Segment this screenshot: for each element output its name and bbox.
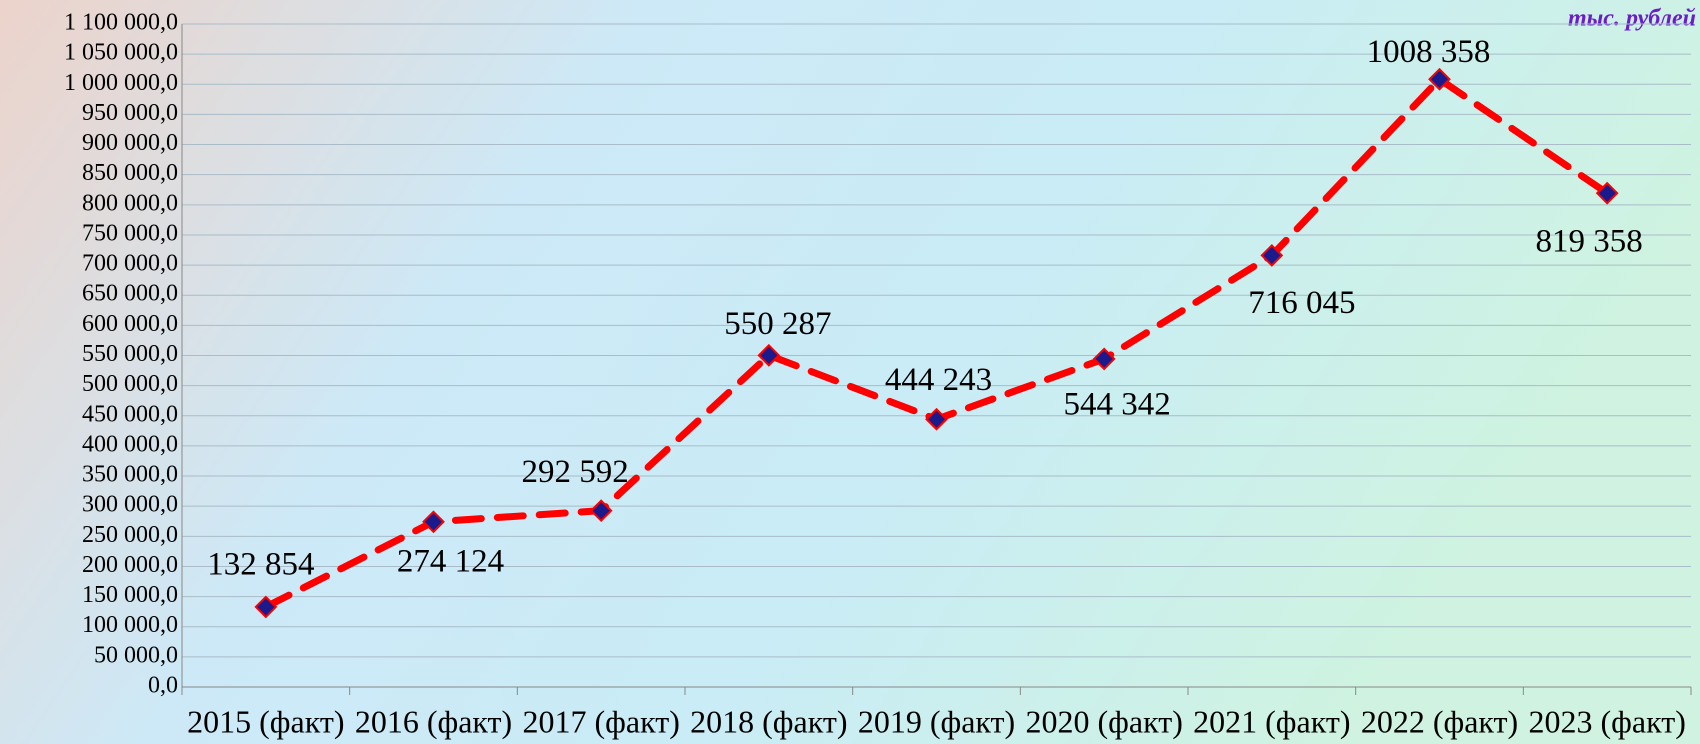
y-tick-label: 750 000,0 [82, 220, 178, 246]
y-tick-label: 550 000,0 [82, 341, 178, 367]
y-tick-label: 900 000,0 [82, 130, 178, 156]
unit-annotation: тыс. рублей [1568, 6, 1696, 32]
data-label: 819 358 [1536, 224, 1643, 260]
y-tick-label: 300 000,0 [82, 492, 178, 518]
data-label: 1008 358 [1367, 34, 1491, 70]
y-tick-label: 450 000,0 [82, 401, 178, 427]
marker [757, 343, 781, 367]
y-tick-label: 1 100 000,0 [64, 10, 178, 36]
x-tick-label: 2022 (факт) [1361, 703, 1518, 739]
data-label: 716 045 [1248, 285, 1355, 321]
y-tick-label: 250 000,0 [82, 522, 178, 548]
marker [1260, 244, 1284, 267]
data-label: 132 854 [207, 547, 314, 583]
x-tick-label: 2023 (факт) [1528, 703, 1685, 739]
y-tick-label: 1 000 000,0 [64, 70, 178, 96]
data-label: 550 287 [724, 306, 831, 342]
x-tick-label: 2016 (факт) [355, 703, 512, 739]
y-tick-label: 400 000,0 [82, 431, 178, 457]
data-label: 274 124 [397, 543, 504, 579]
x-tick-label: 2021 (факт) [1193, 703, 1350, 739]
marker [1428, 67, 1451, 91]
data-label: 544 342 [1064, 386, 1171, 422]
y-tick-label: 50 000,0 [94, 642, 178, 668]
x-tick-label: 2015 (факт) [187, 703, 344, 739]
y-tick-label: 700 000,0 [82, 251, 178, 277]
marker [1595, 181, 1619, 205]
y-tick-label: 0,0 [148, 673, 178, 699]
marker [925, 407, 948, 431]
y-tick-label: 600 000,0 [82, 311, 178, 337]
x-tick-label: 2017 (факт) [522, 703, 679, 739]
y-tick-label: 350 000,0 [82, 462, 178, 488]
marker [422, 510, 445, 534]
data-label: 444 243 [885, 362, 992, 398]
y-tick-label: 950 000,0 [82, 100, 178, 126]
x-tick-label: 2019 (факт) [858, 703, 1015, 739]
x-tick-label: 2020 (факт) [1025, 703, 1182, 739]
y-tick-label: 200 000,0 [82, 552, 178, 578]
y-tick-label: 800 000,0 [82, 190, 178, 216]
marker [589, 499, 613, 523]
y-tick-label: 650 000,0 [82, 281, 178, 307]
y-tick-label: 1 050 000,0 [64, 40, 178, 66]
data-label: 292 592 [522, 454, 629, 490]
y-tick-label: 500 000,0 [82, 371, 178, 397]
y-tick-label: 150 000,0 [82, 582, 178, 608]
x-tick-label: 2018 (факт) [690, 703, 847, 739]
marker [1092, 347, 1116, 371]
marker [254, 595, 278, 619]
y-tick-label: 850 000,0 [82, 160, 178, 186]
y-tick-label: 100 000,0 [82, 612, 178, 638]
